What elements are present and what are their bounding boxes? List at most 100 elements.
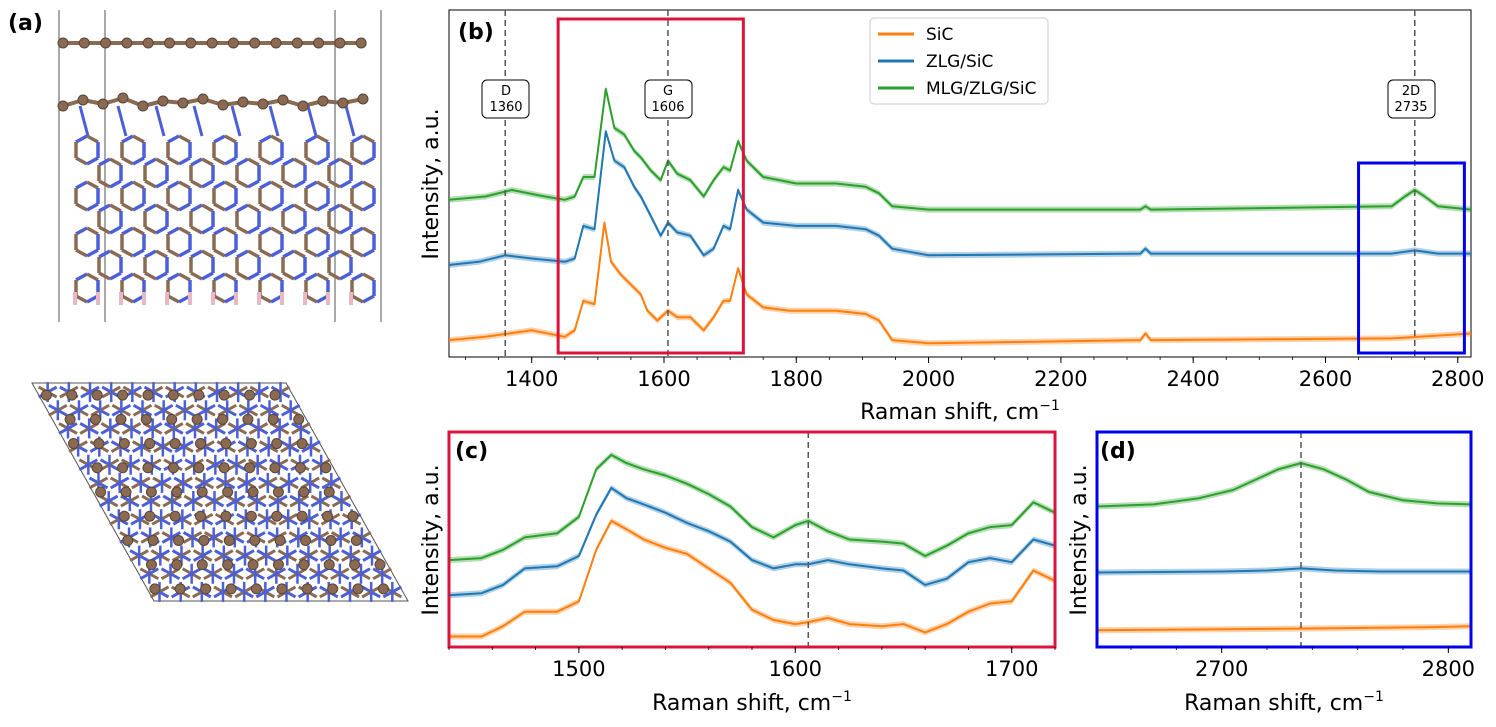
annotation-g-label: G: [663, 84, 673, 99]
atom: [95, 486, 107, 498]
atom: [272, 559, 284, 571]
atom: [117, 389, 129, 401]
panel-c-label: (c): [455, 439, 488, 464]
panel-d-frame: [1095, 430, 1473, 649]
panel-c-xlabel: Raman shift, cm−1: [652, 689, 852, 716]
atom: [220, 510, 232, 522]
atom: [142, 37, 154, 49]
atom: [245, 510, 257, 522]
panel-d-plot-area: [1097, 432, 1471, 647]
atom: [117, 92, 129, 104]
atom: [115, 413, 127, 425]
atom: [349, 559, 361, 571]
x-tick-label: 2600: [1299, 367, 1352, 391]
atom: [142, 462, 154, 474]
atom: [357, 93, 369, 105]
atom: [245, 438, 257, 450]
legend-entry-mlg: MLG/ZLG/SiC: [926, 79, 1036, 99]
atom: [200, 583, 212, 595]
atom: [294, 462, 306, 474]
atom: [118, 510, 130, 522]
atom: [374, 559, 386, 571]
atom: [218, 389, 230, 401]
atom: [97, 98, 109, 110]
atom: [300, 534, 312, 546]
atom: [296, 438, 308, 450]
atom: [317, 95, 329, 107]
x-tick-label: 2200: [1034, 367, 1087, 391]
atom: [225, 583, 237, 595]
atom: [250, 583, 262, 595]
atom: [276, 583, 288, 595]
x-tick-label: 1800: [770, 367, 823, 391]
annotation-d-value: 1360: [489, 100, 522, 115]
panel-c-x-ticks: 1500 1600 1700: [448, 647, 1056, 681]
atom: [167, 462, 179, 474]
atom: [91, 389, 103, 401]
series-line-mlg-zlg-sic: [449, 87, 1471, 211]
atom: [237, 96, 249, 108]
atom: [164, 37, 175, 49]
atom: [242, 413, 254, 425]
atom: [244, 389, 256, 401]
annotation-g-value: 1606: [651, 100, 684, 115]
atom: [272, 486, 284, 498]
panel-b-label: (b): [458, 20, 494, 45]
atom: [121, 37, 133, 49]
atom: [277, 94, 289, 106]
atom: [93, 438, 105, 450]
atom: [173, 534, 185, 546]
annotation-g: G 1606: [644, 79, 693, 119]
atom: [197, 93, 209, 105]
series-line-zlg-sic: [1097, 567, 1471, 574]
panel-c: 1500 1600 1700 (c) Raman shift, cm−1 Inten…: [419, 430, 1057, 716]
atom: [147, 534, 159, 546]
atom: [64, 413, 76, 425]
atom: [244, 462, 256, 474]
atom: [78, 37, 90, 49]
atom: [274, 534, 286, 546]
atom: [323, 486, 335, 498]
atom: [91, 462, 103, 474]
annotation-2d-label: 2D: [1402, 84, 1420, 99]
atom: [100, 37, 112, 49]
atom: [169, 438, 181, 450]
atom: [249, 37, 261, 49]
atom: [193, 462, 205, 474]
atom: [347, 510, 359, 522]
atom: [198, 534, 210, 546]
atom: [313, 37, 325, 49]
atom: [227, 37, 239, 49]
panel-b-ylabel: Intensity, a.u.: [419, 108, 444, 259]
atom: [355, 37, 367, 49]
atom: [271, 510, 283, 522]
panel-d-x-ticks: 2700 2800: [1130, 647, 1475, 681]
x-tick-label: 2800: [1422, 657, 1475, 681]
atom: [191, 413, 203, 425]
x-tick-label: 1600: [637, 367, 690, 391]
x-tick-label: 2700: [1195, 657, 1248, 681]
legend-frame: [869, 17, 1049, 105]
atom: [325, 534, 337, 546]
atom: [57, 37, 69, 49]
annotation-2d: 2D 2735: [1387, 79, 1436, 119]
atom: [157, 95, 169, 107]
panel-a: (a): [8, 10, 409, 602]
series-line-zlg-sic: [449, 130, 1471, 266]
atom: [334, 37, 346, 49]
atom: [77, 94, 89, 106]
series-line-sic: [1097, 625, 1471, 632]
x-tick-label: 1700: [985, 657, 1038, 681]
atom: [270, 37, 282, 49]
atom: [271, 438, 283, 450]
series-line-sic: [449, 519, 1055, 638]
annotation-d-label: D: [501, 84, 511, 99]
annotation-2d-value: 2735: [1394, 100, 1427, 115]
atom: [145, 559, 157, 571]
atom: [40, 389, 52, 401]
panel-b-xlabel: Raman shift, cm−1: [860, 398, 1060, 425]
atom: [298, 486, 310, 498]
atom: [247, 486, 259, 498]
series-line-sic: [449, 221, 1471, 345]
